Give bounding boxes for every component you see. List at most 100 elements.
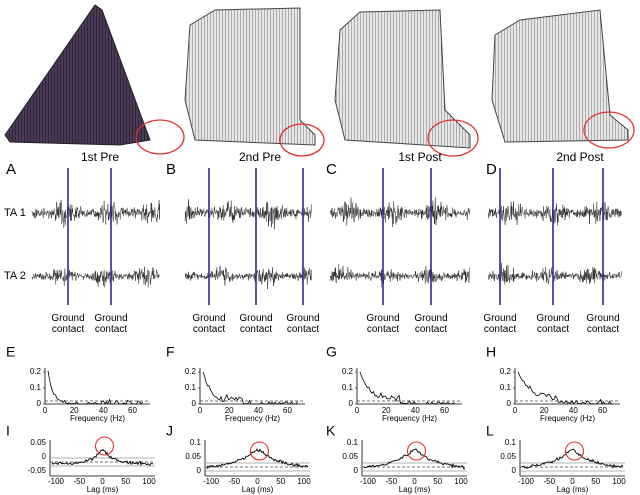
x-tick-label: 0	[198, 406, 203, 415]
x-tick-label: 100	[454, 477, 468, 486]
highlight-circle	[135, 119, 185, 155]
y-tick-label: 0.1	[500, 383, 512, 392]
contact-label: Ground contact	[414, 313, 448, 335]
emg-trace	[184, 199, 312, 230]
trace-label: TA 2	[4, 270, 26, 282]
y-tick-label: 0.2	[342, 367, 354, 376]
y-tick-label: 0.2	[185, 367, 197, 376]
y-tick-label: 0.1	[190, 438, 202, 447]
highlight-circle	[249, 441, 270, 461]
xcorr-curve	[206, 448, 309, 470]
x-tick-label: -50	[228, 477, 240, 486]
x-tick-label: 20	[540, 406, 549, 415]
panel-title: 1st Pre	[81, 150, 119, 164]
x-tick-label: -50	[385, 477, 397, 486]
x-tick-label: 0	[255, 477, 260, 486]
contact-label: Ground contact	[286, 313, 320, 335]
y-tick-label: 0	[349, 399, 354, 408]
coherence-curve	[47, 370, 143, 405]
x-tick-label: 20	[225, 406, 234, 415]
highlight-circle	[427, 119, 479, 157]
highlight-circle	[406, 441, 427, 461]
x-tick-label: 50	[121, 477, 130, 486]
panel-title: 2nd Pre	[239, 150, 281, 164]
x-tick-label: -50	[543, 477, 555, 486]
y-tick-label: 0.1	[185, 383, 197, 392]
y-tick-label: 0	[37, 399, 42, 408]
y-tick-label: -0.05	[28, 466, 47, 475]
x-tick-label: -100	[360, 477, 377, 486]
y-tick-label: 0	[507, 399, 512, 408]
x-axis-label: Lag (ms)	[87, 485, 119, 494]
x-tick-label: 100	[142, 477, 156, 486]
panel-letter: B	[166, 161, 176, 178]
contact-label: Ground contact	[536, 313, 570, 335]
x-tick-label: 60	[598, 406, 607, 415]
emg-trace	[329, 197, 470, 228]
x-axis-label: Lag (ms)	[242, 485, 274, 494]
contact-label: Ground contact	[586, 313, 620, 335]
x-tick-label: 60	[128, 406, 137, 415]
highlight-circle	[564, 441, 585, 461]
y-tick-label: 0.2	[30, 367, 42, 376]
highlight-circle	[279, 123, 325, 157]
y-tick-label: 0	[197, 466, 202, 475]
x-tick-label: 40	[99, 406, 108, 415]
emg-trace	[329, 264, 470, 288]
x-tick-label: 100	[297, 477, 311, 486]
x-axis-label: Frequency (Hz)	[225, 414, 280, 423]
xcorr-curve	[363, 448, 466, 470]
x-tick-label: -100	[518, 477, 535, 486]
emg-trace	[31, 266, 160, 288]
panel-letter: G	[326, 344, 337, 360]
x-tick-label: 50	[433, 477, 442, 486]
contact-label: Ground contact	[239, 313, 273, 335]
emg-trace	[184, 265, 312, 290]
stick-figure	[184, 7, 316, 146]
stick-figure	[334, 9, 471, 149]
y-tick-label: 0.05	[185, 452, 201, 461]
y-tick-label: 0.1	[505, 438, 517, 447]
stick-figure	[491, 9, 629, 143]
x-tick-label: 40	[569, 406, 578, 415]
x-tick-label: 0	[570, 477, 575, 486]
panel-letter: L	[486, 423, 494, 439]
y-tick-label: 0	[354, 466, 359, 475]
x-tick-label: 20	[70, 406, 79, 415]
panel-letter: J	[166, 423, 173, 439]
y-tick-label: 0.05	[500, 452, 516, 461]
panel-letter: D	[486, 161, 497, 178]
panel-letter: I	[6, 423, 10, 439]
coherence-curve	[517, 371, 613, 405]
y-tick-label: 0.1	[342, 383, 354, 392]
x-tick-label: 50	[591, 477, 600, 486]
stick-figures	[4, 4, 635, 157]
x-tick-label: 0	[513, 406, 518, 415]
contact-label: Ground contact	[192, 313, 226, 335]
y-tick-label: 0.05	[342, 452, 358, 461]
x-tick-label: -100	[48, 477, 65, 486]
x-tick-label: 60	[440, 406, 449, 415]
panel-letter: E	[6, 344, 15, 360]
panel-letter: F	[166, 344, 175, 360]
panel-letter: H	[486, 344, 496, 360]
x-axis-label: Frequency (Hz)	[540, 414, 595, 423]
highlight-circle	[583, 111, 635, 149]
x-tick-label: -100	[203, 477, 220, 486]
panel-letter: A	[6, 161, 16, 178]
x-axis-label: Lag (ms)	[399, 485, 431, 494]
x-axis-label: Lag (ms)	[557, 485, 589, 494]
panel-title: 1st Post	[398, 150, 442, 164]
x-tick-label: 20	[382, 406, 391, 415]
x-tick-label: 100	[612, 477, 626, 486]
x-tick-label: 50	[276, 477, 285, 486]
highlight-circle	[94, 436, 115, 456]
y-tick-label: 0.05	[30, 438, 46, 447]
contact-label: Ground contact	[94, 313, 128, 335]
x-tick-label: 0	[100, 477, 105, 486]
x-tick-label: 0	[355, 406, 360, 415]
coherence-curve	[359, 371, 455, 405]
xcorr-curve	[51, 448, 154, 467]
stick-figure	[4, 4, 151, 146]
